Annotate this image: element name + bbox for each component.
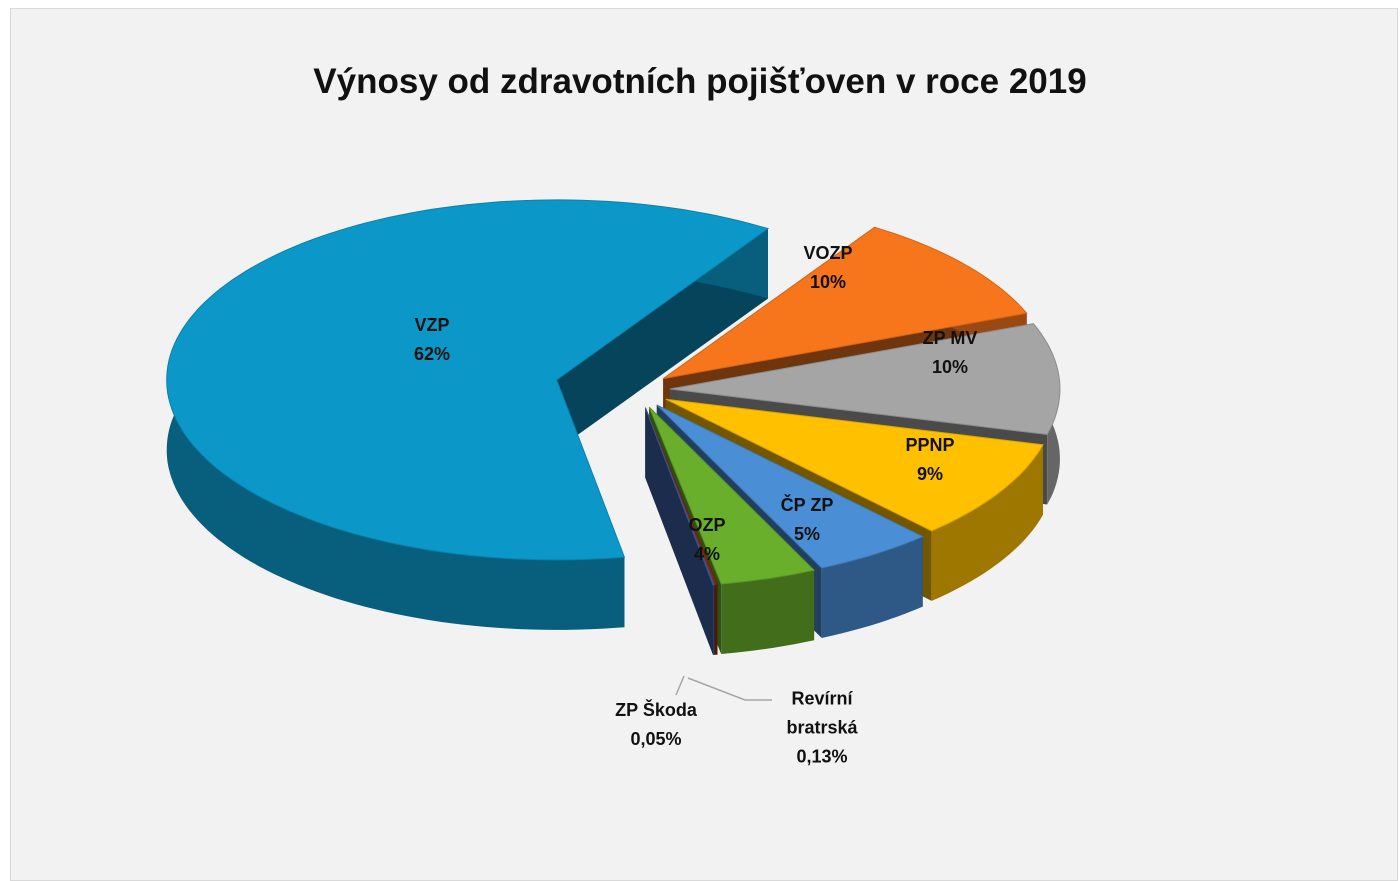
- data-label: Revírní bratrská 0,13%: [777, 685, 867, 772]
- slice-name: ZP Škoda: [615, 700, 697, 720]
- slice-name: ČP ZP: [780, 495, 834, 515]
- slice-value: 62%: [413, 344, 451, 364]
- slice: [166, 199, 770, 561]
- slice-value: 0,13%: [796, 746, 848, 767]
- data-label: ZP MV 10%: [923, 324, 978, 382]
- slice-side: [714, 584, 718, 655]
- slice: [669, 323, 1061, 436]
- slice-name: Revírní bratrská: [786, 688, 858, 738]
- slice-side: [821, 536, 923, 638]
- chart-title: Výnosy od zdravotních pojišťoven v roce …: [313, 62, 1087, 101]
- slice: [662, 226, 1028, 380]
- slice-name: PPNP: [905, 435, 955, 455]
- leader-line: [687, 677, 772, 701]
- slice-side: [721, 570, 815, 654]
- slice-value: 9%: [916, 464, 943, 484]
- slice-side: [931, 444, 1043, 601]
- slice-value: 10%: [931, 357, 969, 377]
- slice-value: 10%: [809, 272, 847, 292]
- data-label: ČP ZP 5%: [781, 491, 834, 549]
- slice-value: 0,05%: [630, 729, 682, 749]
- slice-name: VZP: [414, 315, 450, 335]
- leader-line: [675, 675, 685, 696]
- slice-value: 4%: [693, 544, 721, 564]
- slice-edge: [645, 407, 713, 655]
- data-label: ZP Škoda 0,05%: [615, 696, 697, 754]
- slice-name: ZP MV: [922, 328, 978, 348]
- slice-name: VOZP: [803, 243, 853, 263]
- slice: [648, 406, 816, 585]
- data-label: VZP 62%: [414, 311, 450, 369]
- data-label: PPNP 9%: [905, 431, 954, 489]
- slice: [665, 398, 1044, 532]
- slice: [656, 404, 924, 569]
- slice-name: OZP: [688, 515, 726, 535]
- data-label: VOZP 10%: [803, 239, 852, 297]
- slice: [644, 407, 715, 586]
- slice-value: 5%: [793, 524, 820, 544]
- slice-side: [713, 584, 715, 655]
- data-label: OZP 4%: [688, 511, 725, 569]
